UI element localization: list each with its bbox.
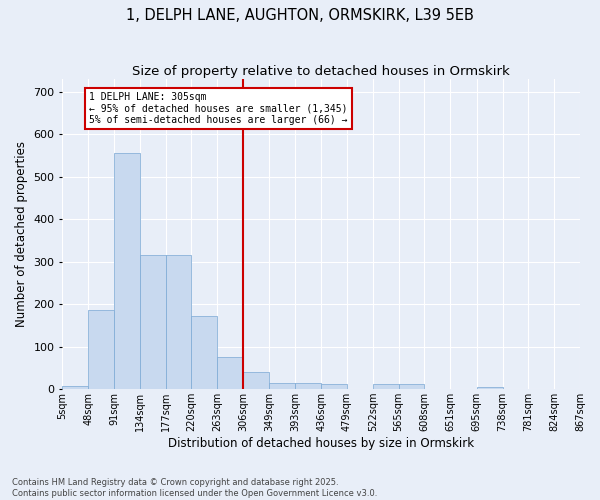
Bar — [243, 372, 269, 389]
Bar — [166, 255, 191, 389]
Text: 1 DELPH LANE: 305sqm
← 95% of detached houses are smaller (1,345)
5% of semi-det: 1 DELPH LANE: 305sqm ← 95% of detached h… — [89, 92, 348, 125]
Bar — [217, 357, 243, 389]
Title: Size of property relative to detached houses in Ormskirk: Size of property relative to detached ho… — [132, 65, 510, 78]
Bar — [114, 152, 140, 389]
Bar — [477, 387, 503, 389]
X-axis label: Distribution of detached houses by size in Ormskirk: Distribution of detached houses by size … — [168, 437, 474, 450]
Bar — [62, 386, 88, 389]
Bar — [88, 310, 114, 389]
Bar — [140, 255, 166, 389]
Bar — [191, 316, 217, 389]
Bar — [269, 383, 295, 389]
Bar — [398, 384, 424, 389]
Bar — [295, 383, 321, 389]
Bar — [321, 384, 347, 389]
Text: 1, DELPH LANE, AUGHTON, ORMSKIRK, L39 5EB: 1, DELPH LANE, AUGHTON, ORMSKIRK, L39 5E… — [126, 8, 474, 22]
Bar — [373, 384, 398, 389]
Y-axis label: Number of detached properties: Number of detached properties — [15, 141, 28, 327]
Text: Contains HM Land Registry data © Crown copyright and database right 2025.
Contai: Contains HM Land Registry data © Crown c… — [12, 478, 377, 498]
